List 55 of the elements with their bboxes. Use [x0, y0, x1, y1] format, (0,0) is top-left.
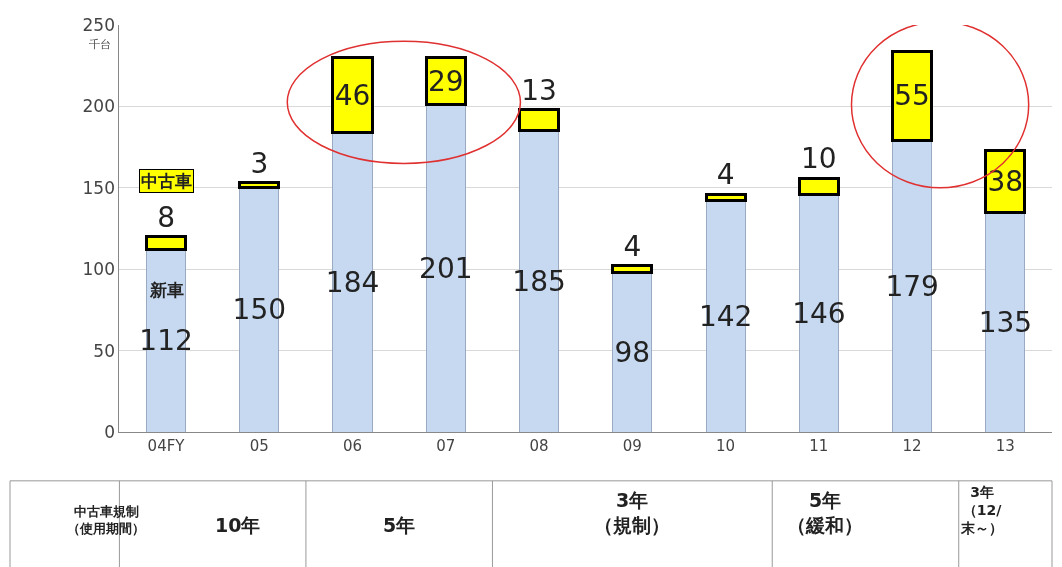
x-tick-label: 05 [249, 437, 269, 455]
y-tick-label: 0 [104, 421, 116, 442]
data-label: 29 [427, 64, 464, 98]
text: 中古車規制（使用期間） [67, 504, 145, 536]
text: 5年 [808, 489, 842, 511]
y-tick-label: 100 [82, 259, 116, 280]
data-label: 13 [521, 73, 557, 107]
data-label: 146 [792, 296, 846, 330]
data-label: 179 [885, 269, 939, 303]
data-label: 10 [801, 142, 837, 176]
x-tick-label: 10 [716, 437, 736, 455]
data-label: 150 [232, 293, 287, 327]
data-label: 185 [512, 264, 566, 298]
text: 3年（規制） [594, 489, 670, 536]
x-tick-label: 11 [809, 437, 829, 455]
data-label: 98 [614, 335, 651, 369]
data-label: 38 [987, 164, 1024, 198]
data-label: 184 [325, 265, 380, 299]
bar [144, 235, 188, 252]
bar [517, 108, 561, 133]
bar [891, 49, 934, 143]
x-tick-label: 07 [436, 437, 456, 455]
x-tick-label: 04FY [147, 437, 186, 455]
y-tick-label: 200 [82, 96, 116, 117]
bar [238, 181, 281, 190]
bar [611, 264, 654, 274]
y-axis-title: 千台 [89, 38, 111, 51]
y-tick-label: 50 [93, 340, 116, 361]
bar [797, 176, 840, 196]
text: 10年 [215, 514, 261, 536]
data-label: 46 [334, 78, 371, 112]
data-label: 201 [419, 251, 473, 285]
data-label: 142 [698, 299, 753, 333]
data-label: 4 [623, 229, 642, 263]
text: 5年 [383, 514, 416, 536]
data-label: 3 [250, 146, 269, 180]
data-label: 8 [157, 200, 175, 234]
bar [612, 271, 653, 432]
x-tick-label: 13 [995, 437, 1015, 455]
x-tick-label: 12 [902, 437, 922, 455]
x-tick-label: 06 [343, 437, 363, 455]
text: 中古車 [141, 171, 192, 191]
x-tick-label: 08 [529, 437, 549, 455]
y-tick-label: 250 [82, 14, 116, 35]
data-label: 112 [139, 324, 193, 358]
bar [331, 56, 374, 134]
data-label: 135 [978, 305, 1033, 339]
x-tick-label: 09 [622, 437, 642, 455]
bar [704, 192, 747, 203]
y-tick-label: 150 [82, 177, 116, 198]
text: （緩和） [787, 513, 863, 536]
data-label: 4 [716, 158, 735, 192]
data-label: 55 [894, 79, 930, 113]
text: 3年（12/末～） [960, 484, 1003, 537]
series-label: 新車 [149, 280, 184, 300]
